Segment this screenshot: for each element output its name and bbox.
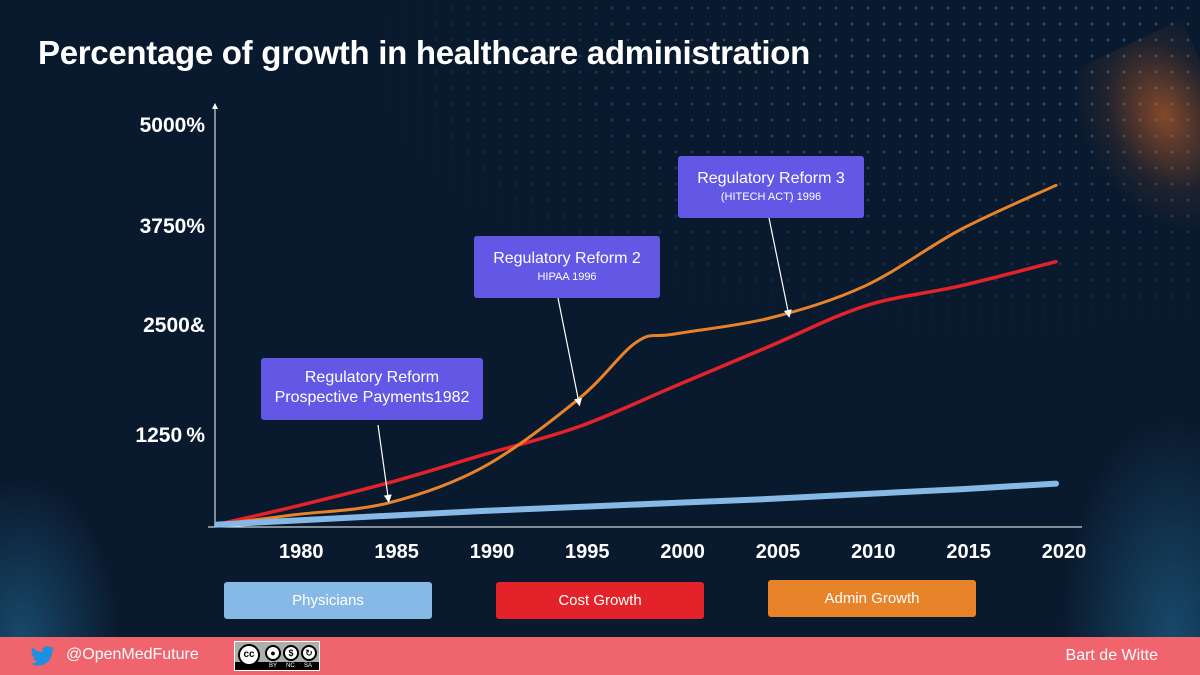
annotation-arrow	[557, 297, 583, 407]
legend-cost-growth[interactable]: Cost Growth	[496, 582, 704, 619]
x-tick-label: 2015	[946, 541, 991, 563]
cc-license-badge: cc ● $ ↻ BY NC SA	[234, 641, 320, 671]
cc-sa-icon: ↻	[301, 645, 317, 661]
twitter-handle[interactable]: @OpenMedFuture	[66, 646, 199, 663]
y-tick-label: 5000%	[140, 114, 206, 137]
x-tick-labels: 1980 1985 1990 1995 2000 2005 2010 2015 2020	[279, 541, 1086, 563]
series-line-physicians	[214, 480, 1059, 528]
annotation-arrow	[768, 217, 792, 318]
series-line-cost-growth	[215, 259, 1058, 527]
callout-reform-3-title: Regulatory Reform 3	[697, 170, 845, 187]
x-tick-label: 1985	[374, 541, 419, 563]
author-name: Bart de Witte	[1065, 647, 1158, 664]
cc-nc-icon: $	[283, 645, 299, 661]
x-tick-label: 2005	[756, 541, 801, 563]
cc-nc-label: NC	[286, 663, 295, 669]
cc-by-icon: ●	[265, 645, 281, 661]
x-tick-label: 2000	[660, 541, 705, 563]
cc-sa-label: SA	[304, 663, 313, 669]
y-tick-label: 3750%	[140, 215, 206, 238]
callout-reform-3: Regulatory Reform 3 (HITECH ACT) 1996	[678, 156, 864, 218]
callout-reform-2: Regulatory Reform 2 HIPAA 1996	[474, 236, 660, 298]
x-tick-label: 2010	[851, 541, 896, 563]
callout-reform-1: Regulatory Reform Prospective Payments19…	[261, 358, 483, 420]
annotation-arrows	[377, 217, 792, 503]
y-tick-label: 1250 %	[135, 424, 205, 447]
x-tick-label: 1990	[470, 541, 515, 563]
cc-icon: cc	[238, 644, 260, 666]
annotation-arrow	[377, 424, 392, 503]
x-tick-label: 1995	[565, 541, 610, 563]
twitter-icon[interactable]	[31, 646, 55, 666]
series-line-admin-growth	[215, 183, 1058, 527]
x-tick-label: 1980	[279, 541, 324, 563]
y-tick-labels: 5000% 3750% 2500&1250 %	[135, 114, 205, 447]
background-glow-left	[0, 477, 120, 637]
page-title: Percentage of growth in healthcare admin…	[38, 34, 810, 71]
callout-reform-2-subtitle: HIPAA 1996	[537, 271, 597, 283]
callout-reform-1-subtitle: Prospective Payments1982	[274, 389, 470, 406]
legend-admin-growth[interactable]: Admin Growth	[768, 580, 976, 617]
callout-reform-1-title: Regulatory Reform	[304, 369, 440, 386]
callout-reform-2-title: Regulatory Reform 2	[493, 250, 641, 267]
x-tick-label: 2020	[1042, 541, 1087, 563]
callout-reform-3-subtitle: (HITECH ACT) 1996	[720, 191, 822, 203]
cc-by-label: BY	[269, 663, 278, 669]
series-lines	[214, 183, 1059, 528]
footer-bar: @OpenMedFuture cc ● $ ↻ BY NC SA Bart de…	[0, 637, 1200, 675]
y-tick-label: 2500&	[143, 314, 205, 337]
background-glow-right	[1060, 417, 1200, 637]
legend-physicians[interactable]: Physicians	[224, 582, 432, 619]
